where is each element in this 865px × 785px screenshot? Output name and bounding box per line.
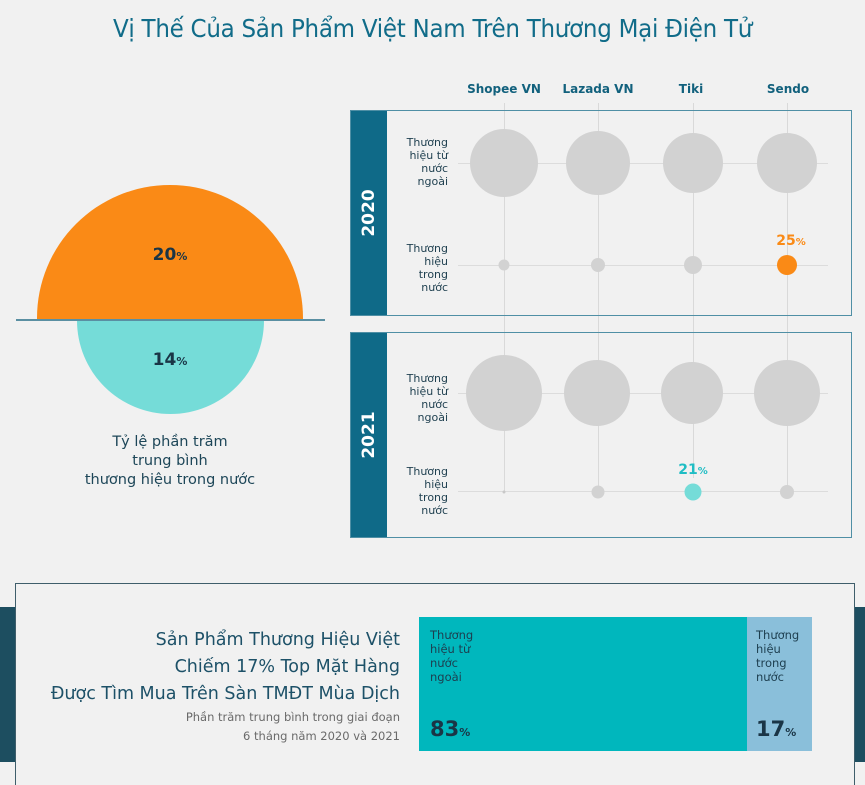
bar-foreign-label-line: Thương	[430, 628, 474, 642]
decor-band-right	[855, 607, 865, 762]
bubble-2021-tiki-foreign	[661, 362, 723, 424]
row-label-2020-domestic: Thương hiệu trong nước	[406, 242, 448, 294]
year-bar-2021: 2021	[351, 333, 387, 537]
bubble-2021-sendo-foreign	[754, 360, 820, 426]
row-line-2021-foreign	[458, 393, 828, 394]
bottom-heading-line-3: Được Tìm Mua Trên Sàn TMĐT Mùa Dịch	[50, 684, 400, 704]
bar-foreign-value: 83%	[430, 717, 471, 741]
bubble-2020-shopee-domestic	[498, 259, 510, 271]
bubble-2021-tiki-domestic-highlight	[684, 483, 702, 501]
column-header-lazada: Lazada VN	[562, 82, 634, 96]
bar-foreign-label-line: nước	[430, 656, 458, 670]
bottom-subheading-line-1: Phần trăm trung bình trong giai đoạn	[185, 710, 400, 724]
column-header-sendo: Sendo	[766, 82, 810, 96]
bar-domestic-label-line: Thương	[756, 628, 800, 642]
bubble-2021-shopee-domestic	[502, 490, 506, 494]
row-line-2021-domestic	[458, 491, 828, 492]
column-header-tiki: Tiki	[678, 82, 704, 96]
bottom-heading-line-1: Sản Phẩm Thương Hiệu Việt	[155, 630, 400, 650]
decor-band-left	[0, 607, 15, 762]
bubble-2021-lazada-foreign	[564, 360, 630, 426]
bubble-2020-shopee-foreign	[470, 129, 538, 197]
bottom-subheading-line-2: 6 tháng năm 2020 và 2021	[243, 729, 400, 743]
bottom-subheading: Phần trăm trung bình trong giai đoạn 6 t…	[0, 708, 400, 746]
bar-domestic-label-line: hiệu	[756, 642, 781, 656]
row-line-2020-domestic	[458, 265, 828, 266]
row-line-2020-foreign	[458, 163, 828, 164]
semicircle-caption: Tỷ lệ phần trăm trung bình thương hiệu t…	[40, 433, 300, 490]
bottom-heading-line-2: Chiếm 17% Top Mặt Hàng	[174, 657, 400, 677]
semicircle-baseline	[16, 319, 325, 321]
bottom-heading: Sản Phẩm Thương Hiệu Việt Chiếm 17% Top …	[0, 627, 400, 708]
bar-domestic-label-line: nước	[756, 670, 784, 684]
gridline-lazada	[598, 103, 599, 493]
bubble-2020-lazada-foreign	[566, 131, 630, 195]
gridline-shopee	[504, 103, 505, 493]
semicircle-2020-value: 20%	[152, 245, 188, 265]
year-label-2020: 2020	[359, 189, 379, 237]
value-label-2021-tiki: 21%	[678, 462, 708, 478]
bar-domestic-label-line: trong	[756, 656, 787, 670]
caption-line-1: Tỷ lệ phần trăm	[112, 434, 228, 450]
bar-domestic-brands: Thương hiệu trong nước 17%	[747, 617, 812, 751]
bubble-2021-sendo-domestic	[780, 485, 794, 499]
bubble-2020-lazada-domestic	[591, 258, 605, 272]
page-title: Vị Thế Của Sản Phẩm Việt Nam Trên Thương…	[112, 14, 753, 43]
bubble-2021-lazada-domestic	[591, 485, 605, 499]
row-label-2020-foreign: Thương hiệu từ nước ngoài	[406, 136, 448, 188]
value-label-2020-sendo: 25%	[776, 233, 806, 249]
caption-line-3: thương hiệu trong nước	[84, 472, 256, 488]
bubble-2020-tiki-domestic	[684, 256, 702, 274]
bubble-2020-sendo-foreign	[757, 133, 817, 193]
year-bar-2020: 2020	[351, 111, 387, 315]
bubble-2021-shopee-foreign	[466, 355, 542, 431]
bar-foreign-label-line: ngoài	[430, 670, 462, 684]
panel-2020: 2020	[350, 110, 852, 316]
bubble-2020-tiki-foreign	[663, 133, 723, 193]
bar-domestic-value: 17%	[756, 717, 797, 741]
panel-2021: 2021	[350, 332, 852, 538]
bar-foreign-label-line: hiệu từ	[430, 642, 471, 656]
gridline-sendo	[787, 103, 788, 493]
row-label-2021-foreign: Thương hiệu từ nước ngoài	[406, 372, 448, 424]
semicircle-2021-value: 14%	[152, 350, 188, 370]
bar-domestic-label: Thương hiệu trong nước	[756, 628, 799, 684]
caption-line-2: trung bình	[132, 453, 208, 469]
bubble-2020-sendo-domestic-highlight	[777, 255, 797, 275]
bar-foreign-brands: Thương hiệu từ nước ngoài 83%	[419, 617, 747, 751]
column-header-shopee: Shopee VN	[467, 82, 541, 96]
row-label-2021-domestic: Thương hiệu trong nước	[406, 465, 448, 517]
bar-foreign-label: Thương hiệu từ nước ngoài	[430, 628, 473, 684]
gridline-tiki	[693, 103, 694, 478]
